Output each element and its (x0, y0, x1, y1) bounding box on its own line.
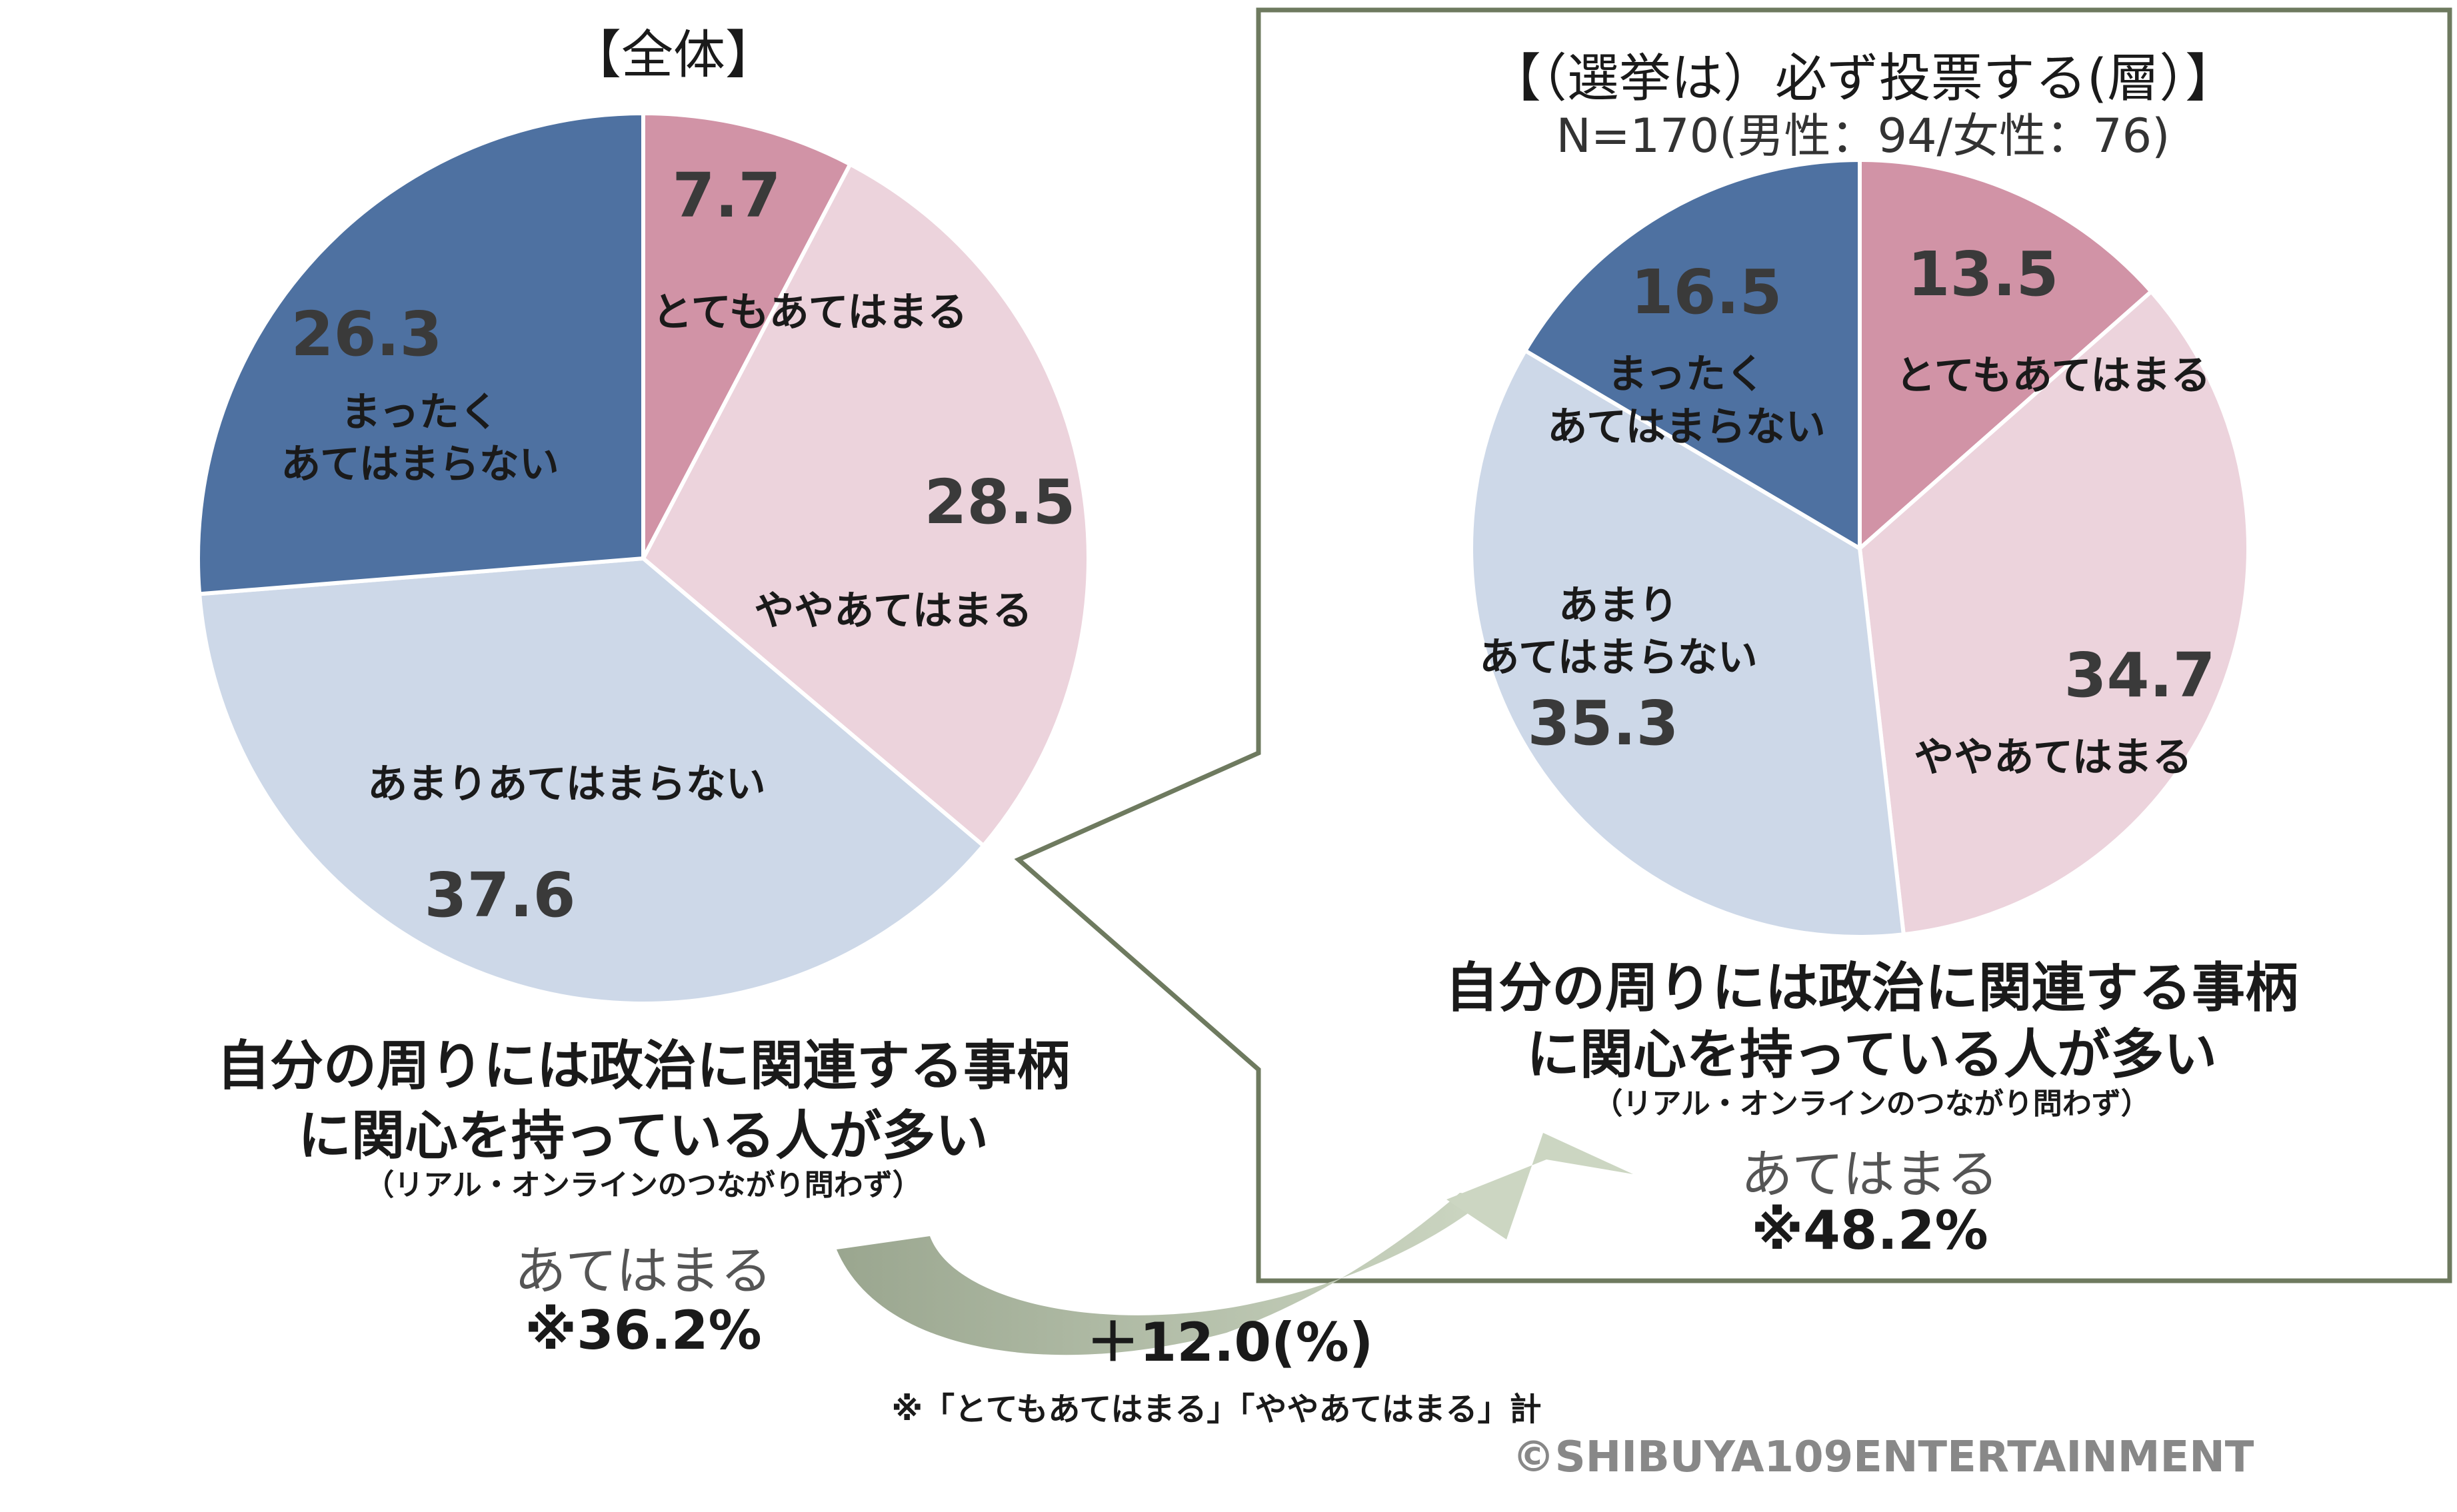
right-summary-label: あてはまる (1740, 1145, 1999, 1205)
callout-border (1014, 7, 2452, 1283)
left-caption-line-2: に関心を持っている人が多い (298, 1105, 989, 1167)
right-summary-value: ※48.2% (1751, 1199, 1988, 1261)
pie-always-vote-slice-2 (1469, 348, 1906, 939)
pie-overall-slice-0 (641, 111, 853, 560)
left-label-yaya: ややあてはまる (754, 588, 1033, 634)
right-label-amari-1: あまり (1558, 582, 1678, 629)
left-label-amari: あまりあてはまらない (367, 761, 766, 808)
right-value-totemo: 13.5 (1907, 239, 2059, 310)
right-chart-title: 【（選挙は）必ず投票する(層）】 (1488, 49, 2238, 109)
left-caption-line-1: 自分の周りには政治に関連する事柄 (217, 1035, 1070, 1097)
left-caption-note: （リアル・オンラインのつながり問わず） (365, 1168, 922, 1202)
right-value-amari: 35.3 (1527, 688, 1679, 759)
pie-overall-slice-1 (641, 161, 1091, 849)
right-chart-subtitle: N=170(男性：94/女性：76) (1556, 109, 2170, 163)
left-chart-title: 【全体】 (569, 25, 778, 85)
copyright: ©SHIBUYA109ENTERTAINMENT (1512, 1433, 2254, 1482)
left-label-mattaku-2: あてはまらない (281, 441, 559, 488)
right-label-amari-2: あてはまらない (1479, 634, 1758, 681)
left-summary-label: あてはまる (514, 1241, 773, 1301)
left-value-mattaku: 26.3 (291, 299, 443, 370)
right-label-mattaku-1: まったく (1607, 351, 1766, 398)
footnote: ※「とてもあてはまる」「ややあてはまる」計 (891, 1391, 1542, 1428)
increase-arrow-head (1446, 1133, 1633, 1239)
left-summary-value: ※36.2% (525, 1299, 762, 1361)
difference-label: ＋12.0(%) (1086, 1311, 1374, 1373)
left-value-yaya: 28.5 (924, 466, 1076, 538)
pie-always-vote-slice-0 (1858, 157, 2154, 553)
right-caption-line-2: に関心を持っている人が多い (1526, 1024, 2217, 1086)
pie-overall-slice-3 (196, 111, 645, 596)
right-caption-line-1: 自分の周りには政治に関連する事柄 (1445, 957, 2298, 1019)
right-value-yaya: 34.7 (2064, 640, 2216, 711)
increase-arrow (837, 1193, 1490, 1355)
pie-overall-slice-2 (197, 556, 987, 1006)
pie-always-vote-slice-1 (1857, 289, 2250, 937)
right-label-yaya: ややあてはまる (1914, 734, 2192, 781)
left-value-totemo: 7.7 (672, 160, 781, 231)
right-caption-note: （リアル・オンラインのつながり問わず） (1593, 1087, 2150, 1121)
left-label-totemo: とてもあてはまる (652, 289, 968, 336)
pie-always-vote (1469, 157, 2250, 939)
right-label-totemo: とてもあてはまる (1895, 353, 2211, 399)
pie-always-vote-slice-3 (1522, 157, 1862, 552)
callout-frame (1014, 7, 2452, 1283)
right-value-mattaku: 16.5 (1630, 257, 1782, 328)
pie-overall (196, 111, 1091, 1006)
left-label-mattaku-1: まったく (341, 389, 499, 436)
left-value-amari: 37.6 (424, 860, 576, 931)
right-label-mattaku-2: あてはまらない (1547, 404, 1826, 450)
